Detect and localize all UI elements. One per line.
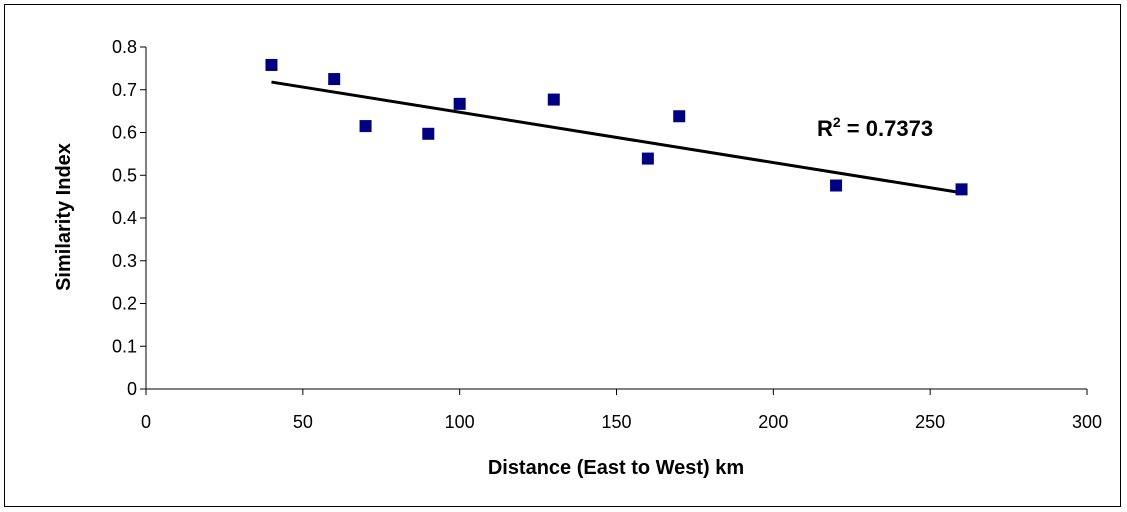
y-tick-label: 0.8 bbox=[112, 37, 137, 57]
y-axis-title: Similarity Index bbox=[53, 143, 75, 291]
data-point bbox=[673, 110, 686, 123]
chart-frame bbox=[4, 4, 1121, 507]
y-tick-label: 0.4 bbox=[112, 208, 137, 228]
data-point bbox=[422, 127, 435, 140]
y-tick-label: 0.6 bbox=[112, 123, 137, 143]
axes bbox=[140, 46, 1088, 395]
data-point bbox=[453, 97, 466, 110]
x-tick-label: 50 bbox=[293, 412, 313, 432]
x-tick-label: 150 bbox=[601, 412, 631, 432]
r-squared-superscript: 2 bbox=[833, 114, 841, 130]
r-squared-annotation: R2 = 0.7373 bbox=[817, 114, 933, 141]
data-point bbox=[955, 183, 968, 196]
tick-labels: 0 0.1 0.2 0.3 0.4 0.5 0.6 0.7 0.8 0 50 100 150 200 250… bbox=[112, 37, 1102, 432]
data-point bbox=[641, 152, 654, 165]
y-tick-label: 0.5 bbox=[112, 165, 137, 185]
x-tick-label: 300 bbox=[1072, 412, 1102, 432]
r-squared-value: = 0.7373 bbox=[841, 116, 933, 141]
y-tick-label: 0.2 bbox=[112, 294, 137, 314]
x-tick-label: 200 bbox=[758, 412, 788, 432]
x-tick-label: 0 bbox=[141, 412, 151, 432]
y-tick-label: 0.7 bbox=[112, 80, 137, 100]
trendline bbox=[271, 80, 962, 195]
data-point bbox=[830, 179, 843, 192]
y-tick-label: 0 bbox=[127, 379, 137, 399]
data-point bbox=[359, 120, 372, 133]
r-squared-prefix: R bbox=[817, 116, 833, 141]
y-tick-label: 0.1 bbox=[112, 336, 137, 356]
trendline-group bbox=[271, 80, 962, 195]
x-axis-title: Distance (East to West) km bbox=[488, 457, 744, 479]
x-tick-label: 100 bbox=[445, 412, 475, 432]
data-point bbox=[265, 58, 278, 71]
data-points bbox=[265, 58, 968, 196]
data-point bbox=[547, 93, 560, 106]
y-tick-label: 0.3 bbox=[112, 251, 137, 271]
data-point bbox=[328, 73, 341, 86]
x-tick-label: 250 bbox=[915, 412, 945, 432]
